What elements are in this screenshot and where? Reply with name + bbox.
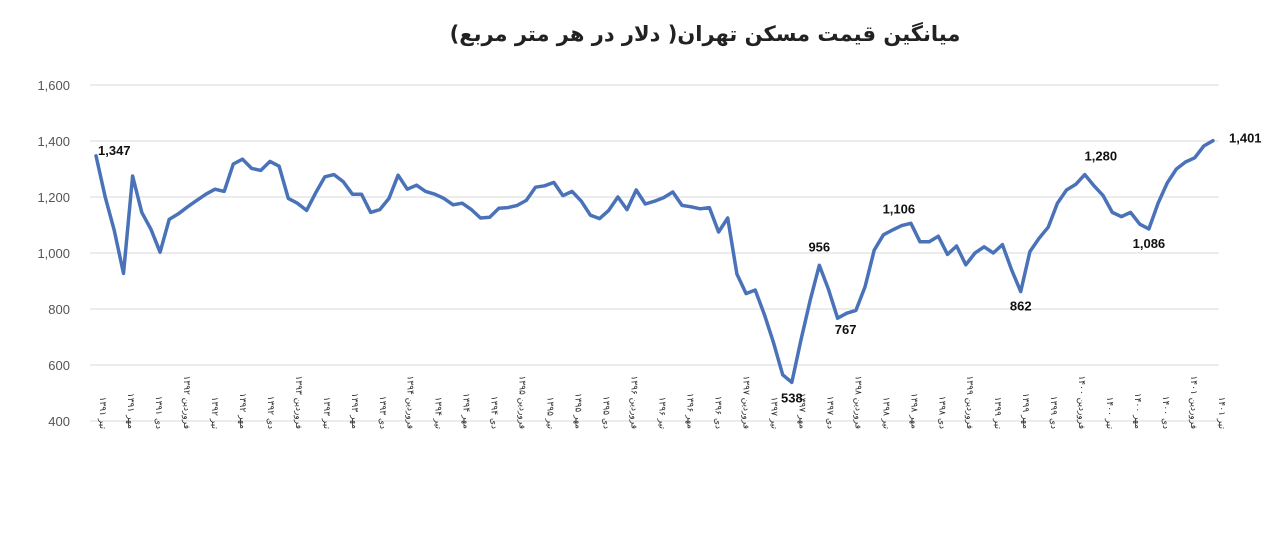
x-tick-label: تیر ۱۳۹۵ bbox=[545, 397, 555, 430]
x-tick-label: مهر ۱۳۹۴ bbox=[461, 393, 471, 429]
y-tick-label: 1,000 bbox=[37, 246, 70, 261]
y-tick-label: 1,600 bbox=[37, 78, 70, 93]
x-tick-label: مهر ۱۳۹۱ bbox=[125, 393, 135, 429]
y-tick-label: 1,400 bbox=[37, 134, 70, 149]
y-tick-label: 400 bbox=[48, 414, 70, 429]
x-tick-label: مهر ۱۳۹۸ bbox=[908, 393, 918, 429]
x-tick-label: تیر ۱۴۰۱ bbox=[1216, 397, 1226, 430]
x-tick-label: تیر ۱۳۹۹ bbox=[992, 397, 1002, 430]
x-tick-label: فروردین ۱۳۹۹ bbox=[964, 375, 974, 429]
x-tick-label: فروردین ۱۳۹۶ bbox=[629, 375, 639, 429]
x-tick-label: فروردین ۱۳۹۳ bbox=[293, 375, 303, 429]
data-label: 1,347 bbox=[98, 143, 131, 158]
x-tick-label: فروردین ۱۳۹۷ bbox=[740, 375, 750, 429]
x-tick-label: تیر ۱۳۹۸ bbox=[880, 397, 890, 430]
x-tick-label: دی ۱۳۹۳ bbox=[377, 396, 387, 429]
x-tick-label: فروردین ۱۳۹۴ bbox=[405, 375, 415, 429]
x-tick-label: تیر ۱۳۹۳ bbox=[321, 397, 331, 430]
x-tick-label: دی ۱۳۹۲ bbox=[265, 396, 275, 429]
x-tick-label: دی ۱۳۹۷ bbox=[824, 396, 834, 429]
x-tick-label: مهر ۱۴۰۰ bbox=[1132, 393, 1142, 429]
data-label: 1,280 bbox=[1085, 149, 1118, 164]
x-tick-label: تیر ۱۳۹۷ bbox=[768, 397, 778, 430]
series-layer bbox=[94, 138, 1215, 385]
x-tick-label: دی ۱۳۹۱ bbox=[153, 396, 163, 429]
x-tick-label: تیر ۱۳۹۶ bbox=[657, 397, 667, 430]
y-axis-ticks: 400 600 800 1,000 1,200 1,400 1,600 bbox=[37, 78, 70, 429]
gridlines bbox=[90, 84, 1219, 422]
x-tick-label: دی ۱۳۹۴ bbox=[489, 396, 499, 429]
series-line bbox=[94, 138, 1215, 385]
x-tick-label: مهر ۱۳۹۶ bbox=[684, 393, 694, 429]
x-tick-label: فروردین ۱۳۹۵ bbox=[517, 375, 527, 429]
x-tick-label: تیر ۱۳۹۴ bbox=[433, 397, 443, 430]
x-tick-label: فروردین ۱۳۹۲ bbox=[181, 375, 191, 429]
x-tick-label: تیر ۱۳۹۱ bbox=[97, 397, 107, 430]
x-tick-label: فروردین ۱۴۰۱ bbox=[1188, 375, 1198, 429]
x-tick-label: دی ۱۳۹۸ bbox=[936, 396, 946, 429]
data-label: 1,106 bbox=[883, 201, 916, 216]
x-axis-ticks: تیر ۱۳۹۱ مهر ۱۳۹۱ دی ۱۳۹۱ فروردین ۱۳۹۲ تیر ۱… bbox=[97, 375, 1226, 429]
x-tick-label: تیر ۱۴۰۰ bbox=[1104, 397, 1114, 430]
chart-title: میانگین قیمت مسکن تهران( دلار در هر متر … bbox=[449, 22, 961, 46]
data-label: 1,401 bbox=[1229, 131, 1262, 146]
x-tick-label: مهر ۱۳۹۵ bbox=[573, 393, 583, 429]
data-labels: 1,347 538 956 767 1,106 862 1,280 1,086 1,401 bbox=[98, 131, 1262, 406]
y-tick-label: 600 bbox=[48, 358, 70, 373]
data-label: 538 bbox=[781, 390, 803, 405]
data-label: 862 bbox=[1010, 299, 1032, 314]
x-tick-label: فروردین ۱۳۹۸ bbox=[852, 375, 862, 429]
y-tick-label: 1,200 bbox=[37, 190, 70, 205]
x-tick-label: فروردین ۱۴۰۰ bbox=[1076, 375, 1086, 429]
data-label: 956 bbox=[808, 239, 830, 254]
x-tick-label: مهر ۱۳۹۷ bbox=[796, 393, 806, 429]
x-tick-label: مهر ۱۳۹۲ bbox=[237, 393, 247, 429]
x-tick-label: مهر ۱۳۹۹ bbox=[1020, 393, 1030, 429]
x-tick-label: تیر ۱۳۹۲ bbox=[209, 397, 219, 430]
x-tick-label: مهر ۱۳۹۳ bbox=[349, 393, 359, 429]
data-label: 1,086 bbox=[1133, 236, 1166, 251]
x-tick-label: دی ۱۳۹۵ bbox=[601, 396, 611, 429]
x-tick-label: دی ۱۳۹۹ bbox=[1048, 396, 1058, 429]
x-tick-label: دی ۱۴۰۰ bbox=[1160, 396, 1170, 429]
x-tick-label: دی ۱۳۹۶ bbox=[712, 396, 722, 429]
data-label: 767 bbox=[835, 322, 857, 337]
y-tick-label: 800 bbox=[48, 302, 70, 317]
